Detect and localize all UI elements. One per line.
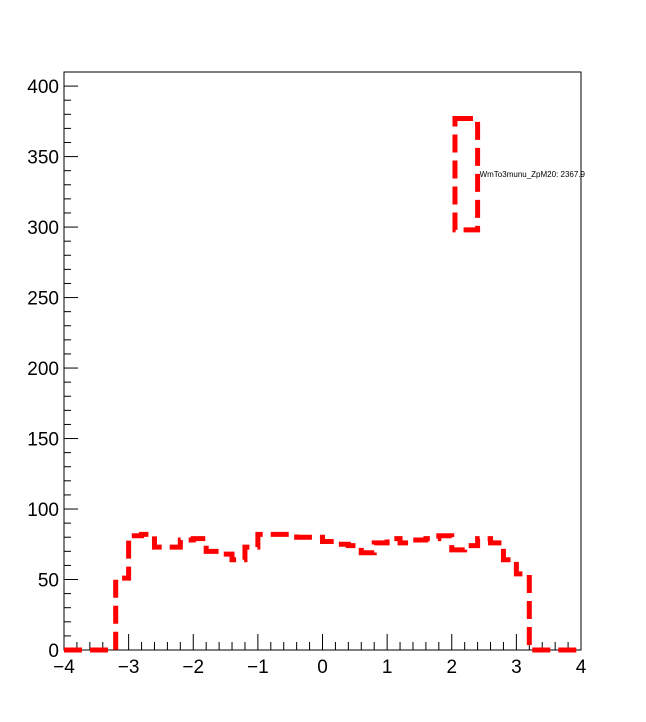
y-tick-label: 50: [38, 571, 59, 592]
y-tick-label: 350: [27, 148, 59, 169]
y-tick-label: 250: [27, 289, 59, 310]
legend-marker: [452, 116, 481, 233]
x-tick-label: 4: [576, 657, 587, 678]
y-tick-label: 300: [27, 218, 59, 239]
x-tick-label: −1: [247, 657, 269, 678]
x-tick-label: 3: [511, 657, 522, 678]
histogram-line: [64, 531, 581, 653]
y-tick-labels: 0 50 100 150 200 250 300 350 400: [27, 77, 59, 662]
data-series: [64, 531, 581, 653]
y-tick-label: 200: [27, 359, 59, 380]
x-ticks: [63, 634, 582, 650]
x-tick-label: −3: [118, 657, 140, 678]
y-tick-label: 150: [27, 430, 59, 451]
legend-entry-label: WmTo3munu_ZpM20: 2367.9: [480, 170, 586, 179]
x-tick-label: −4: [53, 657, 75, 678]
y-tick-label: 100: [27, 500, 59, 521]
y-tick-label: 0: [48, 641, 59, 662]
legend: WmTo3munu_ZpM20: 2367.9: [452, 116, 586, 233]
y-tick-label: 400: [27, 77, 59, 98]
x-tick-label: 0: [317, 657, 328, 678]
y-ticks: [64, 71, 78, 651]
x-tick-labels: −4 −3 −2 −1 0 1 2 3 4: [53, 657, 587, 678]
x-tick-label: 1: [382, 657, 393, 678]
x-tick-label: 2: [446, 657, 457, 678]
x-tick-label: −2: [182, 657, 204, 678]
